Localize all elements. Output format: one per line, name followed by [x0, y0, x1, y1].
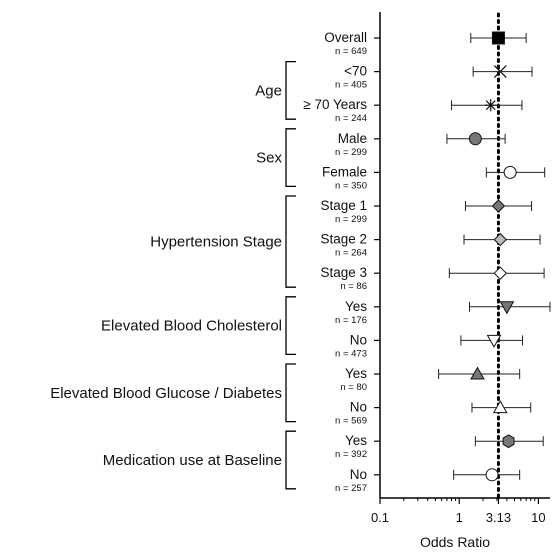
row-label: Stage 2	[320, 232, 367, 247]
row-label: Stage 3	[320, 265, 367, 280]
row-label: Stage 1	[320, 198, 367, 213]
row-n-label: n = 473	[335, 348, 367, 359]
group-label: Medication use at Baseline	[103, 452, 282, 469]
group-label: Sex	[256, 150, 282, 167]
row-label: Male	[338, 131, 367, 146]
row-label: ≥ 70 Years	[303, 97, 367, 112]
row-label: Overall	[324, 30, 367, 45]
row-n-label: n = 264	[335, 248, 367, 259]
group-bracket	[285, 363, 296, 423]
group-label: Age	[255, 82, 282, 99]
point-marker-x	[493, 65, 507, 79]
row-n-label: n = 86	[340, 281, 367, 292]
row-label: Female	[322, 164, 367, 179]
point-marker-diamond	[493, 232, 507, 247]
row-label: No	[350, 332, 367, 347]
x-tick-label: 10	[531, 510, 545, 525]
point-marker-star	[484, 99, 497, 112]
row-n-label: n = 649	[335, 46, 367, 57]
row-n-label: n = 244	[335, 113, 367, 124]
row-n-label: n = 299	[335, 214, 367, 225]
group-label: Hypertension Stage	[150, 234, 282, 251]
row-n-label: n = 405	[335, 80, 367, 91]
group-bracket	[285, 60, 296, 120]
point-marker-diamond	[493, 266, 507, 280]
point-marker-tri-up	[492, 400, 508, 414]
point-marker-circle	[468, 132, 482, 146]
row-n-label: n = 392	[335, 449, 367, 460]
confidence-intervals	[438, 33, 551, 480]
group-label: Elevated Blood Cholesterol	[101, 318, 282, 335]
point-marker-square	[491, 31, 505, 45]
point-marker-circle	[503, 165, 517, 179]
point-marker-tri-up	[470, 366, 485, 380]
x-tick-label: 1	[456, 510, 463, 525]
row-n-label: n = 299	[335, 147, 367, 158]
point-marker-tri-down	[499, 301, 515, 315]
x-tick-label: 0.1	[371, 510, 389, 525]
x-tick-label: 3.13	[486, 510, 511, 525]
group-bracket	[285, 296, 296, 356]
row-n-label: n = 569	[335, 416, 367, 427]
row-label: Yes	[345, 366, 367, 381]
row-n-label: n = 80	[340, 382, 367, 393]
point-estimates	[468, 31, 517, 482]
row-label: No	[350, 467, 367, 482]
group-bracket	[285, 128, 296, 188]
point-marker-diamond	[491, 199, 506, 213]
row-label: Yes	[345, 299, 367, 314]
row-n-label: n = 257	[335, 483, 367, 494]
group-labels: Age Sex Hypertension Stage Elevated Blood C…	[50, 60, 296, 490]
group-bracket	[285, 195, 296, 288]
row-n-label: n = 176	[335, 315, 367, 326]
x-axis-label: Odds Ratio	[420, 534, 490, 550]
row-n-label: n = 350	[335, 180, 367, 191]
row-label: <70	[344, 64, 367, 79]
x-axis: 0.1 1 3.13 10	[371, 12, 550, 525]
row-label: Yes	[345, 433, 367, 448]
point-marker-hexagon	[502, 434, 515, 449]
group-label: Elevated Blood Glucose / Diabetes	[50, 385, 282, 402]
point-marker-circle	[485, 468, 499, 482]
row-label: No	[350, 400, 367, 415]
point-marker-tri-down	[486, 334, 502, 348]
group-bracket	[285, 430, 296, 490]
